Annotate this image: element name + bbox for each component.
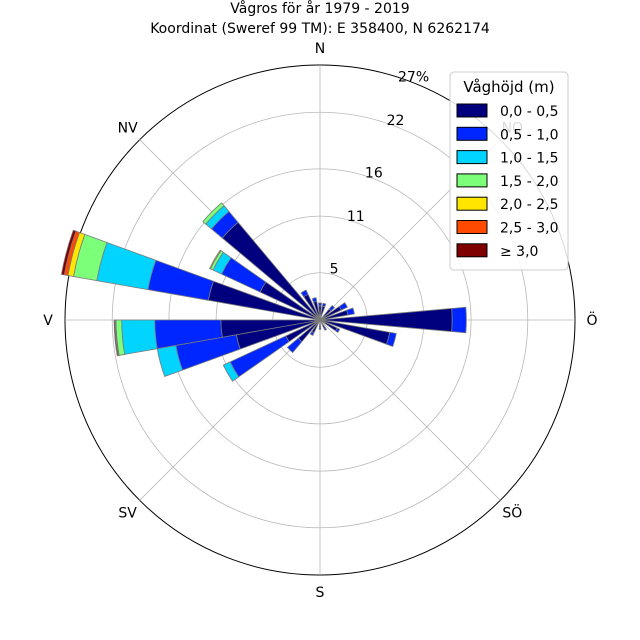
rose-bar-segment: [96, 241, 157, 291]
legend-label: 1,5 - 2,0: [500, 174, 558, 190]
legend-swatch: [456, 220, 488, 234]
rose-bar-segment: [309, 331, 315, 336]
legend-swatch: [456, 173, 488, 188]
legend-title: Våghöjd (m): [463, 78, 554, 96]
radial-tick-label: 11: [347, 209, 365, 225]
rose-bar-segment: [323, 327, 328, 331]
rose-bar-segment: [319, 308, 453, 332]
radial-tick-label: 27%: [398, 69, 429, 85]
direction-label: SV: [118, 505, 137, 521]
rose-bar-segment: [121, 319, 158, 355]
rose-bar-segment: [311, 297, 318, 303]
rose-bar-segment: [334, 327, 341, 334]
rose-bar-segment: [202, 202, 225, 225]
rose-bar-segment: [147, 259, 215, 301]
rose-bar-segment: [60, 229, 77, 276]
legend-swatch: [456, 103, 488, 118]
rose-bar-segment: [113, 319, 119, 357]
direction-label: S: [316, 585, 325, 601]
rose-bar-segment: [328, 304, 336, 312]
radial-tick-label: 5: [330, 261, 339, 277]
legend-swatch: [456, 150, 488, 165]
legend-label: 0,5 - 1,0: [500, 127, 558, 143]
chart-title: Vågros för år 1979 - 2019: [230, 0, 409, 17]
rose-bar-segment: [451, 306, 467, 334]
legend-label: 2,0 - 2,5: [500, 197, 558, 213]
wave-rose-bars: [60, 202, 467, 382]
rose-bar-segment: [318, 302, 322, 307]
rose-bar-segment: [386, 331, 397, 348]
rose-bar-segment: [286, 337, 303, 354]
direction-label: N: [315, 41, 325, 57]
direction-label: Ö: [586, 311, 597, 329]
direction-label: V: [43, 313, 53, 329]
legend-swatch: [456, 243, 488, 258]
chart-subtitle: Koordinat (Sweref 99 TM): E 358400, N 62…: [150, 21, 490, 37]
radial-tick-label: 16: [365, 165, 383, 181]
legend-swatch: [456, 126, 488, 141]
rose-bar-segment: [321, 302, 327, 308]
legend-label: 2,5 - 3,0: [500, 221, 558, 237]
rose-bar-segment: [318, 327, 322, 330]
rose-bar-segment: [222, 361, 240, 382]
rose-bar-segment: [209, 249, 222, 270]
legend-label: ≥ 3,0: [500, 244, 538, 260]
legend-swatch: [456, 196, 488, 211]
radial-tick-labels: 5 11 16 22 27%: [330, 69, 430, 277]
rose-bar-segment: [338, 302, 348, 311]
rose-bar-segment: [300, 289, 309, 298]
legend: Våghöjd (m) 0,0 - 0,5 0,5 - 1,0 1,0 - 1,5 1…: [449, 71, 569, 271]
legend-label: 1,0 - 1,5: [500, 151, 558, 167]
grid-spoke: [319, 319, 501, 501]
rose-bar-segment: [346, 307, 355, 316]
legend-label: 0,0 - 0,5: [500, 104, 558, 120]
direction-label: SÖ: [502, 503, 522, 521]
direction-label: NV: [118, 121, 138, 137]
legend-frame: [449, 71, 569, 271]
radial-tick-label: 22: [387, 113, 405, 129]
